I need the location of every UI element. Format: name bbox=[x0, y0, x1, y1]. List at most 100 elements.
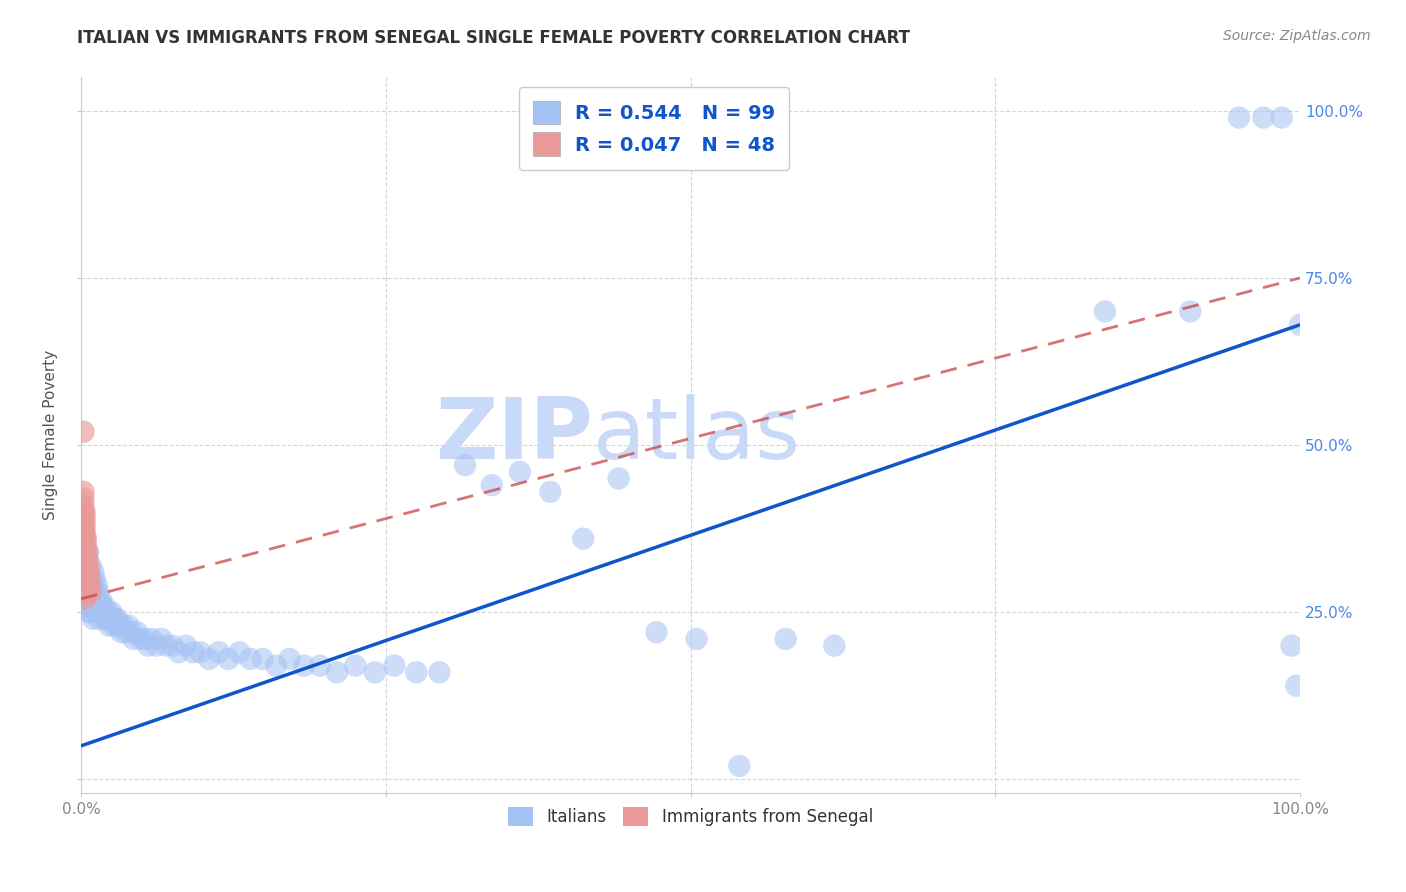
Point bbox=[80, 599, 103, 613]
Point bbox=[75, 572, 97, 586]
Point bbox=[1271, 111, 1294, 125]
Point bbox=[72, 425, 94, 439]
Point bbox=[145, 639, 167, 653]
Point bbox=[90, 605, 112, 619]
Point bbox=[1289, 318, 1312, 332]
Point bbox=[76, 551, 98, 566]
Point bbox=[509, 465, 531, 479]
Point bbox=[72, 505, 94, 519]
Point bbox=[72, 538, 94, 552]
Point bbox=[122, 632, 145, 646]
Point bbox=[136, 639, 159, 653]
Point bbox=[86, 591, 108, 606]
Point bbox=[82, 612, 104, 626]
Point bbox=[572, 532, 595, 546]
Point bbox=[481, 478, 503, 492]
Point bbox=[73, 505, 96, 519]
Point bbox=[1281, 639, 1303, 653]
Point bbox=[72, 532, 94, 546]
Text: atlas: atlas bbox=[593, 393, 801, 476]
Point bbox=[264, 658, 287, 673]
Point bbox=[73, 551, 96, 566]
Point bbox=[108, 618, 131, 632]
Point bbox=[115, 625, 138, 640]
Point bbox=[91, 605, 114, 619]
Point bbox=[98, 618, 121, 632]
Point bbox=[181, 645, 204, 659]
Point bbox=[82, 585, 104, 599]
Point bbox=[79, 572, 101, 586]
Point bbox=[77, 545, 100, 559]
Point bbox=[228, 645, 250, 659]
Point bbox=[75, 578, 97, 592]
Point bbox=[90, 599, 112, 613]
Point bbox=[645, 625, 668, 640]
Point bbox=[79, 578, 101, 592]
Point bbox=[77, 565, 100, 579]
Point bbox=[823, 639, 845, 653]
Point bbox=[73, 572, 96, 586]
Point bbox=[80, 558, 103, 573]
Point bbox=[86, 578, 108, 592]
Point bbox=[75, 599, 97, 613]
Point bbox=[382, 658, 405, 673]
Point bbox=[89, 599, 111, 613]
Point bbox=[75, 565, 97, 579]
Point bbox=[79, 605, 101, 619]
Point bbox=[155, 639, 177, 653]
Point bbox=[218, 652, 240, 666]
Point bbox=[134, 632, 156, 646]
Point bbox=[309, 658, 332, 673]
Point bbox=[80, 591, 103, 606]
Point bbox=[73, 591, 96, 606]
Point bbox=[75, 538, 97, 552]
Point bbox=[344, 658, 367, 673]
Point bbox=[97, 605, 120, 619]
Point bbox=[107, 612, 129, 626]
Point bbox=[72, 498, 94, 512]
Point bbox=[73, 518, 96, 533]
Point bbox=[141, 632, 163, 646]
Point bbox=[129, 632, 152, 646]
Point bbox=[1285, 679, 1308, 693]
Point bbox=[127, 625, 149, 640]
Point bbox=[104, 612, 127, 626]
Y-axis label: Single Female Poverty: Single Female Poverty bbox=[44, 350, 58, 520]
Point bbox=[73, 538, 96, 552]
Point bbox=[83, 599, 105, 613]
Point bbox=[72, 565, 94, 579]
Point bbox=[728, 759, 751, 773]
Point bbox=[100, 605, 122, 619]
Point bbox=[364, 665, 387, 680]
Point bbox=[105, 618, 128, 632]
Point bbox=[278, 652, 301, 666]
Point bbox=[120, 625, 142, 640]
Point bbox=[87, 605, 110, 619]
Text: ZIP: ZIP bbox=[436, 393, 593, 476]
Point bbox=[1253, 111, 1275, 125]
Point bbox=[82, 565, 104, 579]
Point bbox=[75, 558, 97, 573]
Point bbox=[84, 605, 107, 619]
Point bbox=[73, 545, 96, 559]
Point bbox=[94, 612, 117, 626]
Point bbox=[94, 605, 117, 619]
Point bbox=[101, 612, 124, 626]
Point bbox=[239, 652, 262, 666]
Point bbox=[150, 632, 173, 646]
Text: ITALIAN VS IMMIGRANTS FROM SENEGAL SINGLE FEMALE POVERTY CORRELATION CHART: ITALIAN VS IMMIGRANTS FROM SENEGAL SINGL… bbox=[77, 29, 910, 46]
Point bbox=[73, 511, 96, 525]
Point bbox=[75, 545, 97, 559]
Point bbox=[87, 585, 110, 599]
Point bbox=[72, 491, 94, 506]
Point bbox=[190, 645, 212, 659]
Point bbox=[73, 524, 96, 539]
Point bbox=[252, 652, 274, 666]
Point bbox=[73, 558, 96, 573]
Point bbox=[73, 578, 96, 592]
Point bbox=[110, 625, 132, 640]
Point bbox=[167, 645, 190, 659]
Point bbox=[77, 558, 100, 573]
Point bbox=[90, 591, 112, 606]
Point bbox=[76, 578, 98, 592]
